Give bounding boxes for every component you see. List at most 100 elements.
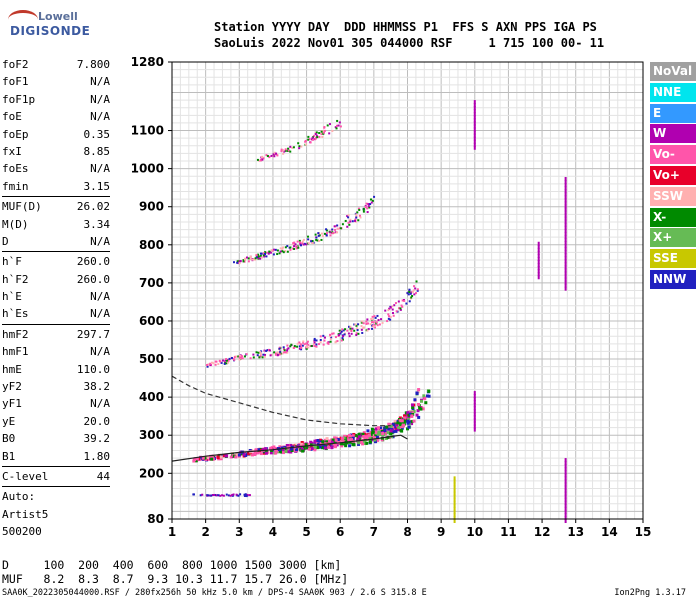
echo-point <box>350 332 353 335</box>
echo-point <box>363 439 367 443</box>
echo-point <box>379 432 383 436</box>
echo-point <box>397 425 401 429</box>
echo-point <box>237 494 240 497</box>
param-row: foF1p N/A <box>2 91 110 108</box>
echo-point <box>396 428 400 432</box>
echo-point <box>237 355 240 358</box>
legend-item: NNW <box>650 269 696 289</box>
echo-point <box>287 450 291 454</box>
echo-point <box>243 259 246 262</box>
echo-point <box>564 479 567 484</box>
echo-point <box>336 224 339 227</box>
echo-point <box>346 329 349 332</box>
echo-point <box>224 361 227 364</box>
echo-point <box>453 497 456 502</box>
echo-point <box>235 452 239 456</box>
x-tick-label: 2 <box>201 525 209 539</box>
param-key: B0 <box>2 432 16 446</box>
echo-point <box>339 227 342 230</box>
echo-point <box>332 232 335 235</box>
echo-point <box>294 243 297 246</box>
echo-point <box>272 248 275 251</box>
echo-point <box>340 436 344 440</box>
echo-point <box>307 235 310 238</box>
echo-point <box>307 135 310 138</box>
echo-point <box>235 355 238 358</box>
echo-point <box>357 433 361 437</box>
echo-point <box>473 127 476 132</box>
echo-point <box>357 219 360 222</box>
echo-point <box>228 357 231 360</box>
echo-point <box>334 336 337 339</box>
echo-point <box>322 132 325 135</box>
echo-point <box>270 249 273 252</box>
echo-point <box>315 343 318 346</box>
echo-point <box>325 234 328 237</box>
echo-point <box>325 228 328 231</box>
param-value: N/A <box>90 397 110 411</box>
echo-point <box>330 336 333 339</box>
echo-point <box>323 126 326 129</box>
echo-point <box>309 440 313 444</box>
param-value: 1.80 <box>83 449 111 463</box>
legend: NoVal NNE E W Vo- Vo+ SSW X- X+ SSE NNW <box>650 62 696 291</box>
echo-point <box>564 509 567 514</box>
param-row: fxI 8.85 <box>2 143 110 160</box>
echo-point <box>368 437 372 441</box>
echo-point <box>413 293 416 296</box>
echo-point <box>473 103 476 108</box>
echo-point <box>388 424 392 428</box>
param-value: N/A <box>90 110 110 124</box>
echo-point <box>302 238 305 241</box>
echo-point <box>312 343 315 346</box>
echo-point <box>473 391 476 396</box>
echo-point <box>356 211 359 214</box>
echo-point <box>564 222 567 227</box>
echo-point <box>391 428 395 432</box>
echo-point <box>415 391 419 395</box>
echo-point <box>318 240 321 243</box>
echo-point <box>358 208 361 211</box>
echo-point <box>389 306 392 309</box>
echo-point <box>300 348 303 351</box>
echo-point <box>318 135 321 138</box>
echo-point <box>273 351 276 354</box>
echo-point <box>282 346 285 349</box>
echo-point <box>564 473 567 478</box>
echo-point <box>305 347 308 350</box>
echo-point <box>453 488 456 493</box>
echo-point <box>278 347 281 350</box>
echo-point <box>289 248 292 251</box>
echo-point <box>361 432 365 436</box>
echo-point <box>292 347 295 350</box>
echo-point <box>227 361 230 364</box>
echo-point <box>290 343 293 346</box>
echo-point <box>564 461 567 466</box>
param-row: yF1 N/A <box>2 395 110 412</box>
echo-point <box>209 362 212 365</box>
echo-point <box>255 254 258 257</box>
echo-point <box>315 134 318 137</box>
echo-point <box>296 345 299 348</box>
echo-point <box>564 485 567 490</box>
logo-digisonde: DIGISONDE <box>10 24 91 38</box>
echo-point <box>343 434 347 438</box>
echo-point <box>377 319 380 322</box>
echo-point <box>203 456 207 460</box>
echo-point <box>376 426 380 430</box>
echo-point <box>260 252 263 255</box>
echo-point <box>537 260 540 265</box>
echo-point <box>371 315 374 318</box>
echo-point <box>275 152 278 155</box>
echo-point <box>564 231 567 236</box>
echo-point <box>327 445 331 449</box>
echo-point <box>293 247 296 250</box>
x-tick-label: 12 <box>534 525 551 539</box>
echo-point <box>311 242 314 245</box>
echo-point <box>231 493 234 496</box>
echo-point <box>274 353 277 356</box>
echo-point <box>387 427 391 431</box>
echo-point <box>336 438 340 442</box>
echo-point <box>232 493 235 496</box>
echo-point <box>276 154 279 157</box>
